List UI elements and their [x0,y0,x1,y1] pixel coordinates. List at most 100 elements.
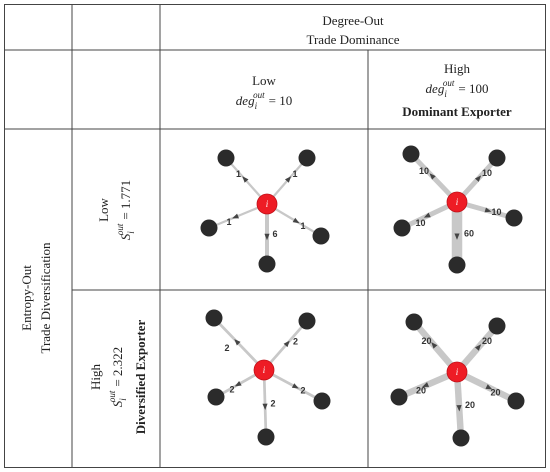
center-node-label: i [456,367,459,377]
table-border [4,4,546,468]
edge-weight-label: 10 [419,166,429,176]
column-formula: degiout = 100 [426,78,489,99]
arrowhead [474,344,482,351]
edge [411,319,460,375]
column-header-low: Low degiout = 10 [236,73,292,111]
edge-weight-label: 10 [482,168,492,178]
arrowhead [485,384,493,390]
leaf-node [448,256,466,274]
arrowhead [284,176,292,183]
leaf-node [217,149,235,167]
network-high-low: 2 2 2 2 2 i [205,309,331,446]
edge [262,320,309,371]
leaf-node [257,428,275,446]
leaf-node [258,255,276,273]
leaf-node [488,317,506,335]
edge-weight-label: 60 [464,229,474,239]
row-formula: Siout= 1.771 [115,180,136,240]
edge-weight-label: 20 [421,336,431,346]
edge-weight-label: 1 [300,221,305,231]
arrowhead [454,233,460,240]
edge [213,317,265,371]
leaf-node [312,227,330,245]
edge-weight-label: 20 [416,386,426,396]
column-group-subtitle: Trade Dominance [306,32,399,47]
edge-weight-label: 20 [482,336,492,346]
edge-weight-label: 1 [236,169,241,179]
column-header-high: High degiout = 100 Dominant Exporter [402,61,512,119]
edge [263,368,323,403]
arrowhead [474,175,482,182]
table-lines [4,4,546,468]
edge-weight-label: 1 [292,169,297,179]
edge [453,371,465,439]
network-high-high: 20 20 20 20 20 i [390,313,525,447]
arrowhead [232,213,240,219]
center-node [253,359,275,381]
arrowhead [431,342,438,349]
row-tag: Diversified Exporter [133,320,148,435]
column-formula: degiout = 10 [236,90,292,111]
arrowhead [429,173,436,180]
arrowhead [422,382,430,388]
center-node [446,361,468,383]
network-low-low: 1 1 1 1 6 i [200,149,330,273]
column-tag: Dominant Exporter [402,104,512,119]
leaf-node [200,219,218,237]
leaf-node [313,392,331,410]
leaf-node [452,429,470,447]
column-level: Low [252,73,276,88]
edge-weight-label: 2 [224,343,229,353]
leaf-node [507,392,525,410]
leaf-node [298,312,316,330]
leaf-node [298,149,316,167]
arrowhead [456,404,462,412]
row-level: High [88,364,103,391]
leaf-node [390,388,408,406]
leaf-node [205,309,223,327]
center-node-label: i [263,365,266,375]
leaf-node [405,313,423,331]
arrowhead [292,217,300,224]
arrowhead [264,233,270,241]
edge-weight-label: 1 [226,217,231,227]
edge [409,152,459,204]
center-node [256,193,278,215]
arrowhead [262,403,268,411]
network-low-high: 10 10 10 10 60 i [393,145,523,274]
arrowhead [283,340,290,348]
leaf-node [505,209,523,227]
edge-weight-label: 10 [415,218,425,228]
edge-weight-label: 6 [272,229,277,239]
network-diagrams: 1 1 1 1 6 i 10 10 10 10 60 i 2 2 2 2 2 i 20 20 20 20 20 i [200,145,525,447]
row-header-low: Low Siout= 1.771 [96,180,136,240]
edge [455,369,518,404]
edge-weight-label: 2 [300,386,305,396]
arrowhead [423,212,431,218]
column-group-title: Degree-Out [322,13,384,28]
arrowhead [291,383,299,389]
edge-weight-label: 10 [491,207,501,217]
edge-weight-label: 2 [229,385,234,395]
row-group-subtitle: Trade Diversification [38,242,53,354]
leaf-node [488,149,506,167]
edge-weight-label: 20 [490,388,500,398]
center-node-label: i [266,199,269,209]
arrowhead [234,381,242,387]
center-node [446,191,468,213]
leaf-node [402,145,420,163]
edge [262,369,268,438]
edge-weight-label: 20 [465,400,475,410]
row-group-title: Entropy-Out [19,265,34,331]
center-node-label: i [456,197,459,207]
leaf-node [393,219,411,237]
arrowhead [242,176,249,183]
column-level: High [444,61,471,76]
row-formula: Siout= 2.322 [107,347,128,407]
edge-weight-label: 2 [293,337,298,347]
row-level: Low [96,197,111,221]
leaf-node [207,388,225,406]
arrowhead [234,339,241,346]
